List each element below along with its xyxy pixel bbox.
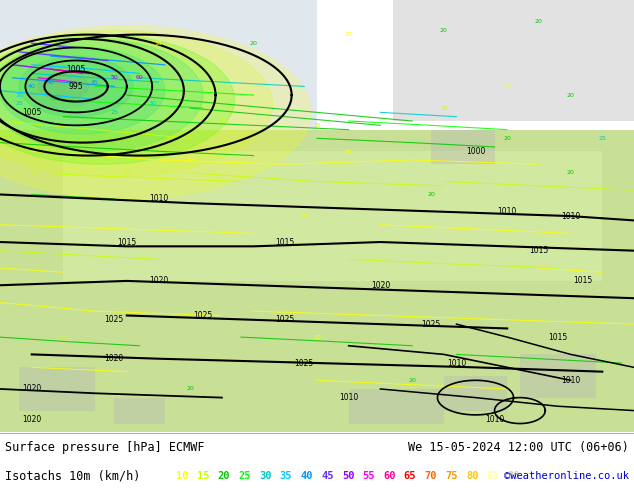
Text: Surface pressure [hPa] ECMWF: Surface pressure [hPa] ECMWF	[5, 441, 205, 454]
Text: 60: 60	[136, 75, 143, 80]
FancyBboxPatch shape	[63, 151, 602, 281]
Text: 25: 25	[598, 136, 606, 141]
Text: 1025: 1025	[276, 315, 295, 324]
Text: 45: 45	[321, 470, 333, 481]
Text: 1015: 1015	[548, 333, 567, 342]
Text: 1015: 1015	[276, 238, 295, 246]
Text: 25: 25	[110, 110, 118, 115]
Text: 10: 10	[176, 470, 189, 481]
Text: 1025: 1025	[105, 315, 124, 324]
Text: 15: 15	[197, 470, 209, 481]
Text: 30: 30	[15, 93, 23, 98]
Text: 1015: 1015	[574, 276, 593, 285]
Text: 20: 20	[567, 171, 574, 175]
Text: 50: 50	[110, 75, 118, 80]
Polygon shape	[0, 48, 165, 134]
Text: 20: 20	[186, 387, 194, 392]
FancyBboxPatch shape	[444, 376, 507, 411]
Text: 70: 70	[425, 470, 437, 481]
Text: 75: 75	[445, 470, 458, 481]
Polygon shape	[38, 74, 89, 99]
Text: 1010: 1010	[498, 207, 517, 216]
Text: 55: 55	[363, 470, 375, 481]
FancyBboxPatch shape	[393, 0, 634, 121]
Text: 10: 10	[155, 41, 162, 46]
Text: 15: 15	[218, 119, 226, 123]
Text: 10: 10	[301, 214, 308, 219]
Text: 20: 20	[250, 41, 257, 46]
Text: 1010: 1010	[561, 212, 580, 220]
Polygon shape	[0, 26, 311, 199]
Text: 90: 90	[507, 470, 520, 481]
Polygon shape	[0, 35, 235, 164]
Text: 1025: 1025	[422, 319, 441, 329]
Text: 40: 40	[47, 79, 55, 85]
Text: Isotachs 10m (km/h): Isotachs 10m (km/h)	[5, 469, 141, 482]
Text: 10: 10	[186, 157, 194, 162]
Text: 30: 30	[148, 101, 156, 106]
FancyBboxPatch shape	[0, 130, 634, 432]
Text: 1010: 1010	[447, 359, 466, 368]
FancyBboxPatch shape	[114, 397, 165, 423]
Text: 10: 10	[313, 335, 321, 340]
FancyBboxPatch shape	[520, 354, 596, 397]
Text: 1025: 1025	[295, 359, 314, 368]
Text: 20: 20	[217, 470, 230, 481]
Text: 1020: 1020	[105, 354, 124, 363]
Text: 30: 30	[259, 470, 271, 481]
Text: 80: 80	[466, 470, 479, 481]
Text: 1010: 1010	[149, 195, 168, 203]
Polygon shape	[0, 39, 203, 151]
FancyBboxPatch shape	[431, 130, 495, 164]
Text: 60: 60	[383, 470, 396, 481]
Text: 1015: 1015	[117, 238, 136, 246]
Text: We 15-05-2024 12:00 UTC (06+06): We 15-05-2024 12:00 UTC (06+06)	[408, 441, 629, 454]
Polygon shape	[25, 65, 101, 108]
Polygon shape	[0, 30, 273, 177]
Text: 1000: 1000	[466, 147, 485, 156]
Text: 45: 45	[91, 79, 99, 85]
Text: 50: 50	[342, 470, 354, 481]
Text: 35: 35	[280, 470, 292, 481]
Text: 20: 20	[427, 192, 435, 197]
Text: 10: 10	[503, 84, 511, 89]
Text: 10: 10	[345, 32, 353, 37]
Text: 1020: 1020	[371, 281, 390, 290]
Text: 1010: 1010	[561, 376, 580, 385]
Text: 1005: 1005	[67, 65, 86, 74]
Text: 1015: 1015	[529, 246, 548, 255]
Text: 1025: 1025	[193, 311, 212, 320]
Text: 10: 10	[345, 149, 353, 154]
Text: 85: 85	[487, 470, 499, 481]
Text: 40: 40	[301, 470, 313, 481]
Text: 25: 25	[15, 101, 23, 106]
Text: 20: 20	[440, 28, 448, 33]
Text: 15: 15	[60, 335, 67, 340]
Text: 995: 995	[68, 82, 84, 91]
Text: 1020: 1020	[22, 385, 41, 393]
Text: 20: 20	[567, 93, 574, 98]
Text: 1010: 1010	[339, 393, 358, 402]
Text: 1020: 1020	[149, 276, 168, 285]
Text: 20: 20	[503, 136, 511, 141]
Text: 15: 15	[123, 171, 131, 175]
FancyBboxPatch shape	[349, 389, 444, 423]
Text: ©weatheronline.co.uk: ©weatheronline.co.uk	[504, 470, 629, 481]
Text: 65: 65	[404, 470, 417, 481]
Text: 20: 20	[535, 19, 543, 24]
Text: 1005: 1005	[22, 108, 41, 117]
Polygon shape	[19, 56, 133, 117]
FancyBboxPatch shape	[19, 368, 95, 411]
Text: 1020: 1020	[22, 415, 41, 424]
Text: 40: 40	[28, 84, 36, 89]
FancyBboxPatch shape	[0, 0, 317, 173]
Text: 15: 15	[440, 105, 448, 111]
Text: 15: 15	[313, 123, 321, 128]
Text: 25: 25	[238, 470, 251, 481]
Text: 20: 20	[408, 378, 416, 383]
Text: 1010: 1010	[485, 415, 504, 424]
